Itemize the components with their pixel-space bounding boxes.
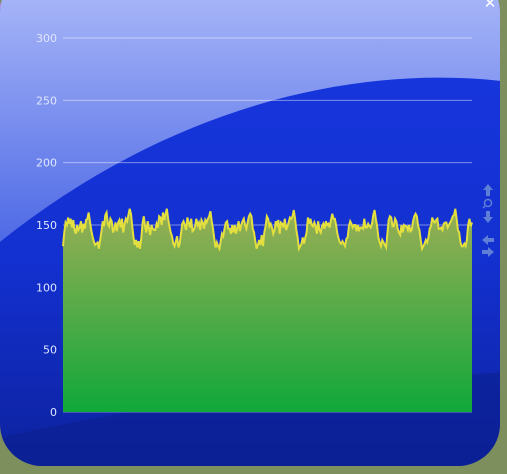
area-fill — [63, 208, 472, 412]
arrow-left-icon[interactable] — [482, 235, 494, 245]
y-tick-label: 300 — [36, 32, 57, 45]
tick-labels: 0 50 100 150 200 250 300 — [36, 32, 57, 419]
zoom-icon[interactable] — [482, 198, 493, 209]
y-tick-label: 0 — [50, 406, 57, 419]
nav-controls — [482, 184, 494, 257]
arrow-up-icon[interactable] — [483, 184, 493, 196]
y-tick-label: 150 — [36, 219, 57, 232]
series-line — [62, 208, 473, 253]
y-tick-label: 50 — [43, 344, 57, 357]
close-icon[interactable]: ✕ — [484, 0, 497, 12]
y-tick-label: 200 — [36, 157, 57, 170]
y-tick-label: 100 — [36, 281, 57, 294]
y-tick-label: 250 — [36, 94, 57, 107]
arrow-down-icon[interactable] — [483, 211, 493, 223]
gloss-highlight — [0, 0, 500, 250]
arrow-right-icon[interactable] — [482, 247, 494, 257]
